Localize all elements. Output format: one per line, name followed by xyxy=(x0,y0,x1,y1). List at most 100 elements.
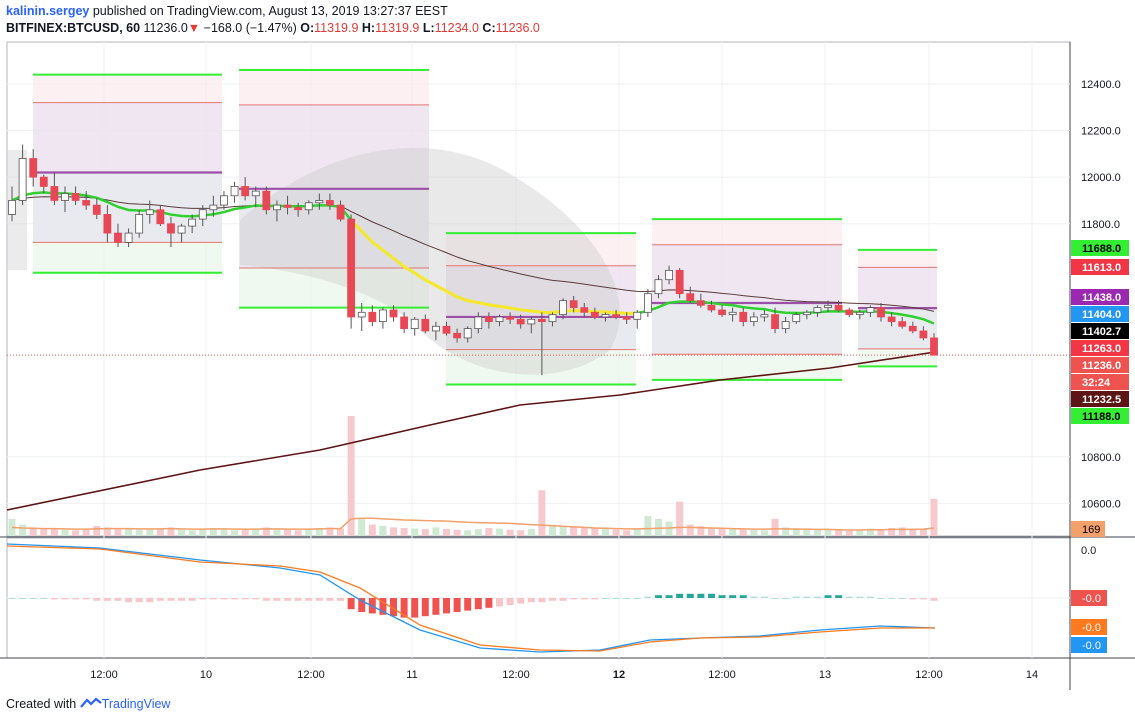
volume-bar xyxy=(548,524,556,536)
macd-histogram-bar xyxy=(760,596,768,598)
candle-body xyxy=(696,300,705,306)
macd-histogram-bar xyxy=(548,598,556,601)
candle-body xyxy=(506,316,514,320)
author-link[interactable]: kalinin.sergey xyxy=(6,4,90,18)
macd-histogram-bar xyxy=(527,598,535,603)
tradingview-link[interactable]: TradingView xyxy=(101,697,171,711)
low-label: L: xyxy=(422,21,435,35)
macd-histogram-bar xyxy=(273,598,281,601)
candle-body xyxy=(612,314,620,318)
price-label-box xyxy=(1071,306,1129,322)
slow-ema-line xyxy=(11,196,935,312)
macd-histogram-bar xyxy=(718,595,726,598)
volume-bar xyxy=(750,529,758,536)
volume-bar xyxy=(252,528,260,536)
macd-histogram-bar xyxy=(474,598,482,610)
volume-bar xyxy=(368,524,376,536)
volume-bar xyxy=(337,528,345,536)
candle-body xyxy=(580,307,589,313)
y-tick-label: 12400.0 xyxy=(1081,79,1121,91)
macd-histogram-bar xyxy=(231,598,239,600)
candle-body xyxy=(421,318,430,332)
symbol-name[interactable]: BITFINEX:BTCUSD, 60 xyxy=(6,21,141,35)
macd-histogram-bar xyxy=(930,598,938,601)
volume-bar xyxy=(146,528,154,536)
volume-bar xyxy=(877,529,885,536)
publish-line: kalinin.sergey published on TradingView.… xyxy=(6,3,1126,20)
candle-body xyxy=(251,190,260,197)
macd-histogram-bar xyxy=(432,598,440,615)
candle-body xyxy=(686,293,695,302)
candle-body xyxy=(357,311,366,318)
candle-body xyxy=(379,309,387,323)
price-label-text: 11688.0 xyxy=(1082,243,1121,255)
volume-bar xyxy=(443,528,451,536)
price-label-text: 11263.0 xyxy=(1082,343,1121,355)
candle-body xyxy=(18,158,27,201)
candle-body xyxy=(866,307,875,313)
price-change: −168.0 (−1.47%) xyxy=(203,21,297,35)
macd-label-text: -0.0 xyxy=(1082,640,1101,652)
candle-body xyxy=(919,330,928,339)
candle-body xyxy=(484,316,493,323)
candle-body xyxy=(273,204,281,211)
macd-histogram-bar xyxy=(50,598,58,600)
volume-bar xyxy=(909,528,917,536)
volume-bar xyxy=(125,528,133,536)
macd-histogram-bar xyxy=(580,598,588,600)
close-label: C: xyxy=(482,21,496,35)
volume-bar xyxy=(813,529,821,536)
macd-histogram-bar xyxy=(294,598,302,601)
candle-body xyxy=(156,209,165,225)
low-value: 11234.0 xyxy=(434,21,479,35)
macd-tick-label: 0.0 xyxy=(1081,545,1096,557)
candle-body xyxy=(633,311,642,320)
volume-bar xyxy=(919,529,927,536)
volume-label-text: 169 xyxy=(1082,524,1100,536)
y-tick-label: 11800.0 xyxy=(1081,219,1120,231)
macd-histogram-bar xyxy=(792,596,800,598)
candle-body xyxy=(368,311,377,323)
x-tick-label: 12:00 xyxy=(915,669,943,681)
candle-body xyxy=(283,204,292,208)
candle-body xyxy=(855,311,864,316)
candle-body xyxy=(824,304,832,309)
candle-body xyxy=(516,318,525,325)
volume-bar xyxy=(559,526,567,536)
price-label-box xyxy=(1071,289,1129,305)
price-label-text: 32:24 xyxy=(1082,377,1111,389)
candle-body xyxy=(474,316,483,330)
open-value: 11319.9 xyxy=(314,21,359,35)
candle-body xyxy=(347,218,356,318)
macd-histogram-bar xyxy=(813,596,821,598)
volume-bar xyxy=(379,526,387,536)
macd-histogram-bar xyxy=(125,598,133,603)
volume-bar xyxy=(930,498,938,536)
macd-histogram-bar xyxy=(707,593,715,598)
candle-body xyxy=(834,304,843,311)
high-label: H: xyxy=(361,21,376,35)
macd-histogram-bar xyxy=(506,598,514,605)
volume-bar xyxy=(707,527,715,536)
volume-bar xyxy=(453,529,461,536)
volume-bar xyxy=(103,527,111,536)
price-label-box xyxy=(1071,340,1129,356)
volume-bar xyxy=(495,528,503,536)
candle-body xyxy=(71,193,80,201)
candle-body xyxy=(400,316,409,330)
candle-body xyxy=(665,269,673,281)
x-tick-label: 12 xyxy=(613,669,625,681)
x-tick-label: 12:00 xyxy=(297,669,325,681)
long-ma-line xyxy=(6,351,936,511)
macd-histogram-bar xyxy=(72,598,80,600)
macd-histogram-bar xyxy=(654,595,662,598)
candle-body xyxy=(39,176,48,187)
volume-bar xyxy=(390,527,398,536)
macd-histogram-bar xyxy=(570,598,578,600)
candle-body xyxy=(198,209,207,220)
macd-histogram-bar xyxy=(19,598,27,599)
candle-body xyxy=(749,316,758,323)
macd-histogram-bar xyxy=(623,598,631,599)
candle-body xyxy=(209,204,218,211)
